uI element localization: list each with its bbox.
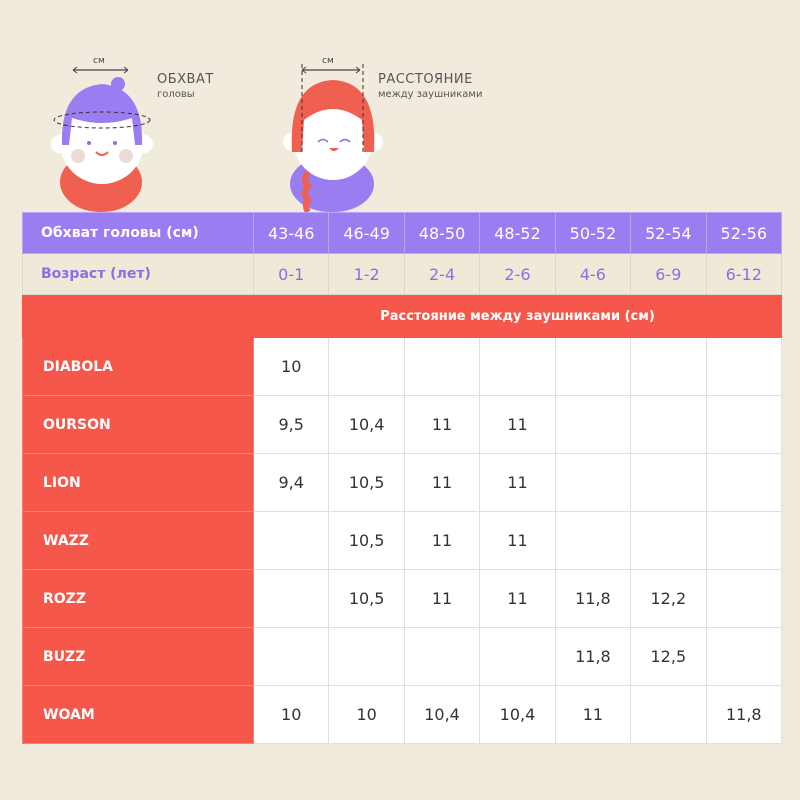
size-chart-table: Обхват головы (см) 43-46 46-49 48-50 48-… <box>22 212 783 744</box>
head-circ-cell: 43-46 <box>252 212 330 254</box>
ear-distance-cell: 12,5 <box>630 627 707 686</box>
ear-distance-cell <box>630 453 707 512</box>
ear-distance-cell <box>328 627 405 686</box>
ear-distance-cell <box>705 569 783 628</box>
ear-distance-cell <box>705 395 783 454</box>
ear-distance-cell <box>705 453 783 512</box>
ear-distance-cell <box>705 511 783 570</box>
ear-distance-cell <box>328 337 405 396</box>
head-circumference-subtitle: головы <box>157 89 195 100</box>
ear-distance-cell: 11 <box>479 453 556 512</box>
ear-distance-cell: 11 <box>479 511 556 570</box>
ear-distance-band: Расстояние между заушниками (см) <box>22 294 782 338</box>
ear-distance-cell: 11,8 <box>554 627 632 686</box>
table-row: OURSON 9,5 10,4 11 11 <box>22 395 783 454</box>
ear-distance-cell <box>630 511 707 570</box>
ear-distance-cell <box>403 337 481 396</box>
head-circ-cell: 52-54 <box>630 212 707 254</box>
ear-distance-cell <box>479 627 556 686</box>
ear-distance-cell <box>554 395 632 454</box>
ear-distance-subtitle: между заушниками <box>378 89 483 100</box>
head-circumference-row: Обхват головы (см) 43-46 46-49 48-50 48-… <box>22 212 783 254</box>
ear-distance-title: РАССТОЯНИЕ <box>378 72 473 87</box>
age-row: Возраст (лет) 0-1 1-2 2-4 2-6 4-6 6-9 6-… <box>22 253 783 295</box>
ear-distance-cell: 11 <box>403 453 481 512</box>
ear-distance-cell <box>554 337 632 396</box>
ear-distance-cell: 11,8 <box>705 685 783 744</box>
table-row: ROZZ 10,5 11 11 11,8 12,2 <box>22 569 783 628</box>
model-name: DIABOLA <box>22 337 254 396</box>
ear-distance-cell: 10,4 <box>479 685 556 744</box>
age-cell: 0-1 <box>252 253 330 295</box>
age-cell: 2-6 <box>479 253 556 295</box>
ear-distance-cell: 9,5 <box>252 395 330 454</box>
ear-distance-cell <box>630 395 707 454</box>
ear-distance-cell <box>479 337 556 396</box>
ear-distance-cell <box>705 627 783 686</box>
ear-distance-cell: 10,4 <box>403 685 481 744</box>
ear-distance-cell: 10 <box>252 337 330 396</box>
model-name: WAZZ <box>22 511 254 570</box>
head-circ-cell: 46-49 <box>328 212 405 254</box>
ear-distance-cell: 9,4 <box>252 453 330 512</box>
ear-distance-cell <box>554 453 632 512</box>
head-circumference-title: ОБХВАТ <box>157 72 214 87</box>
head-circ-cell: 50-52 <box>554 212 632 254</box>
ear-distance-cell: 11 <box>479 395 556 454</box>
head-circ-cell: 48-50 <box>403 212 481 254</box>
table-row: WOAM 10 10 10,4 10,4 11 11,8 <box>22 685 783 744</box>
boy-head-circumference-illustration <box>51 66 153 212</box>
model-name: LION <box>22 453 254 512</box>
age-cell: 2-4 <box>403 253 481 295</box>
table-row: LION 9,4 10,5 11 11 <box>22 453 783 512</box>
age-cell: 1-2 <box>328 253 405 295</box>
age-cell: 6-9 <box>630 253 707 295</box>
ear-distance-cell: 10,4 <box>328 395 405 454</box>
ear-distance-cell <box>252 569 330 628</box>
table-row: WAZZ 10,5 11 11 <box>22 511 783 570</box>
age-cell: 6-12 <box>705 253 783 295</box>
ear-distance-cell: 12,2 <box>630 569 707 628</box>
ear-distance-cell: 11 <box>403 511 481 570</box>
age-label: Возраст (лет) <box>22 253 254 295</box>
model-name: ROZZ <box>22 569 254 628</box>
ear-distance-cell: 11,8 <box>554 569 632 628</box>
ear-distance-cell: 11 <box>403 395 481 454</box>
ear-distance-cell: 11 <box>403 569 481 628</box>
age-cell: 4-6 <box>554 253 632 295</box>
table-row: BUZZ 11,8 12,5 <box>22 627 783 686</box>
ear-distance-cell <box>252 627 330 686</box>
ear-distance-cell <box>630 337 707 396</box>
ear-distance-cell <box>705 337 783 396</box>
band-spacer <box>22 294 254 338</box>
ear-distance-cell <box>403 627 481 686</box>
ear-distance-cell <box>252 511 330 570</box>
ear-distance-cell: 10,5 <box>328 511 405 570</box>
ear-distance-band-label: Расстояние между заушниками (см) <box>253 294 782 338</box>
table-row: DIABOLA 10 <box>22 337 783 396</box>
ear-distance-cell: 11 <box>554 685 632 744</box>
ear-distance-cell <box>630 685 707 744</box>
ear-distance-cell <box>554 511 632 570</box>
girl-cm-label: см <box>322 56 334 66</box>
ear-distance-cell: 10 <box>328 685 405 744</box>
head-circumference-label: Обхват головы (см) <box>22 212 254 254</box>
ear-distance-cell: 10 <box>252 685 330 744</box>
ear-distance-cell: 10,5 <box>328 569 405 628</box>
model-name: OURSON <box>22 395 254 454</box>
head-circ-cell: 52-56 <box>705 212 783 254</box>
head-circ-cell: 48-52 <box>479 212 556 254</box>
ear-distance-cell: 10,5 <box>328 453 405 512</box>
model-name: WOAM <box>22 685 254 744</box>
ear-distance-cell: 11 <box>479 569 556 628</box>
girl-ear-distance-illustration <box>283 64 383 212</box>
model-name: BUZZ <box>22 627 254 686</box>
boy-cm-label: см <box>93 56 105 66</box>
